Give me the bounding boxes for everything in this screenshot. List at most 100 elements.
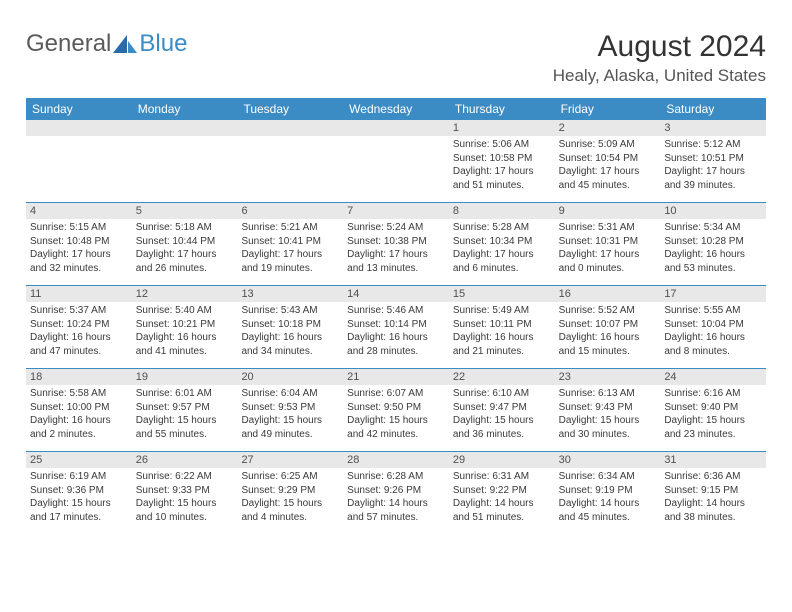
daylight-text: Daylight: 14 hours and 51 minutes. <box>453 497 551 524</box>
sunrise-text: Sunrise: 5:46 AM <box>347 304 445 318</box>
day-cell: 28Sunrise: 6:28 AMSunset: 9:26 PMDayligh… <box>343 452 449 534</box>
day-number: 18 <box>26 369 132 385</box>
day-cell: 3Sunrise: 5:12 AMSunset: 10:51 PMDayligh… <box>660 120 766 202</box>
day-number: 2 <box>555 120 661 136</box>
day-cell: 27Sunrise: 6:25 AMSunset: 9:29 PMDayligh… <box>237 452 343 534</box>
daylight-text: Daylight: 15 hours and 30 minutes. <box>559 414 657 441</box>
day-content: Sunrise: 6:07 AMSunset: 9:50 PMDaylight:… <box>343 385 449 445</box>
day-number: 1 <box>449 120 555 136</box>
day-number <box>26 120 132 136</box>
daylight-text: Daylight: 14 hours and 45 minutes. <box>559 497 657 524</box>
day-content: Sunrise: 6:31 AMSunset: 9:22 PMDaylight:… <box>449 468 555 528</box>
sunset-text: Sunset: 10:00 PM <box>30 401 128 415</box>
logo-text-2: Blue <box>139 30 187 58</box>
day-content: Sunrise: 6:01 AMSunset: 9:57 PMDaylight:… <box>132 385 238 445</box>
sunrise-text: Sunrise: 5:12 AM <box>664 138 762 152</box>
day-cell: 18 Sunrise: 5:58 AMSunset: 10:00 PMDaylig… <box>26 369 132 451</box>
day-number: 16 <box>555 286 661 302</box>
sunrise-text: Sunrise: 6:07 AM <box>347 387 445 401</box>
day-number: 17 <box>660 286 766 302</box>
sunrise-text: Sunrise: 6:16 AM <box>664 387 762 401</box>
sunrise-text: Sunrise: 5:43 AM <box>241 304 339 318</box>
day-cell: 30Sunrise: 6:34 AMSunset: 9:19 PMDayligh… <box>555 452 661 534</box>
sunrise-text: Sunrise: 5:09 AM <box>559 138 657 152</box>
week-row: 11Sunrise: 5:37 AMSunset: 10:24 PMDaylig… <box>26 285 766 368</box>
logo: General Blue <box>26 30 187 58</box>
day-number <box>237 120 343 136</box>
day-header-cell: Monday <box>132 98 238 120</box>
week-row: 4Sunrise: 5:15 AMSunset: 10:48 PMDayligh… <box>26 202 766 285</box>
sunset-text: Sunset: 9:29 PM <box>241 484 339 498</box>
weeks-container: 1Sunrise: 5:06 AMSunset: 10:58 PMDayligh… <box>26 120 766 534</box>
day-cell: 15Sunrise: 5:49 AMSunset: 10:11 PMDaylig… <box>449 286 555 368</box>
sunrise-text: Sunrise: 6:04 AM <box>241 387 339 401</box>
day-content: Sunrise: 5:24 AMSunset: 10:38 PMDaylight… <box>343 219 449 279</box>
day-content: Sunrise: 6:13 AMSunset: 9:43 PMDaylight:… <box>555 385 661 445</box>
day-content: Sunrise: 6:16 AMSunset: 9:40 PMDaylight:… <box>660 385 766 445</box>
day-cell: 8Sunrise: 5:28 AMSunset: 10:34 PMDayligh… <box>449 203 555 285</box>
day-cell: 11Sunrise: 5:37 AMSunset: 10:24 PMDaylig… <box>26 286 132 368</box>
title-block: August 2024 Healy, Alaska, United States <box>553 30 766 86</box>
sunrise-text: Sunrise: 5:15 AM <box>30 221 128 235</box>
sunset-text: Sunset: 10:51 PM <box>664 152 762 166</box>
day-number: 31 <box>660 452 766 468</box>
calendar: SundayMondayTuesdayWednesdayThursdayFrid… <box>26 98 766 534</box>
day-content: Sunrise: 5:12 AMSunset: 10:51 PMDaylight… <box>660 136 766 196</box>
day-content: Sunrise: 5:31 AMSunset: 10:31 PMDaylight… <box>555 219 661 279</box>
daylight-text: Daylight: 16 hours and 53 minutes. <box>664 248 762 275</box>
day-content: Sunrise: 5:15 AMSunset: 10:48 PMDaylight… <box>26 219 132 279</box>
sunrise-text: Sunrise: 5:49 AM <box>453 304 551 318</box>
daylight-text: Daylight: 17 hours and 32 minutes. <box>30 248 128 275</box>
sunrise-text: Sunrise: 6:22 AM <box>136 470 234 484</box>
day-cell: 9Sunrise: 5:31 AMSunset: 10:31 PMDayligh… <box>555 203 661 285</box>
day-content: Sunrise: 5:55 AMSunset: 10:04 PMDaylight… <box>660 302 766 362</box>
day-cell: 19Sunrise: 6:01 AMSunset: 9:57 PMDayligh… <box>132 369 238 451</box>
day-number <box>132 120 238 136</box>
daylight-text: Daylight: 15 hours and 17 minutes. <box>30 497 128 524</box>
sunrise-text: Sunrise: 5:34 AM <box>664 221 762 235</box>
day-content: Sunrise: 5:18 AMSunset: 10:44 PMDaylight… <box>132 219 238 279</box>
day-number: 9 <box>555 203 661 219</box>
day-content: Sunrise: 5:28 AMSunset: 10:34 PMDaylight… <box>449 219 555 279</box>
sunset-text: Sunset: 10:34 PM <box>453 235 551 249</box>
day-cell: 21Sunrise: 6:07 AMSunset: 9:50 PMDayligh… <box>343 369 449 451</box>
sunset-text: Sunset: 9:57 PM <box>136 401 234 415</box>
day-cell <box>132 120 238 202</box>
day-cell: 12Sunrise: 5:40 AMSunset: 10:21 PMDaylig… <box>132 286 238 368</box>
sunrise-text: Sunrise: 5:58 AM <box>30 387 128 401</box>
sunset-text: Sunset: 10:54 PM <box>559 152 657 166</box>
daylight-text: Daylight: 15 hours and 23 minutes. <box>664 414 762 441</box>
day-cell: 16Sunrise: 5:52 AMSunset: 10:07 PMDaylig… <box>555 286 661 368</box>
daylight-text: Daylight: 15 hours and 42 minutes. <box>347 414 445 441</box>
sunset-text: Sunset: 9:19 PM <box>559 484 657 498</box>
day-cell: 10Sunrise: 5:34 AMSunset: 10:28 PMDaylig… <box>660 203 766 285</box>
day-cell: 31Sunrise: 6:36 AMSunset: 9:15 PMDayligh… <box>660 452 766 534</box>
day-number: 6 <box>237 203 343 219</box>
sunset-text: Sunset: 10:21 PM <box>136 318 234 332</box>
day-header-cell: Friday <box>555 98 661 120</box>
sunrise-text: Sunrise: 5:18 AM <box>136 221 234 235</box>
day-header-cell: Wednesday <box>343 98 449 120</box>
day-cell: 29Sunrise: 6:31 AMSunset: 9:22 PMDayligh… <box>449 452 555 534</box>
day-cell: 23Sunrise: 6:13 AMSunset: 9:43 PMDayligh… <box>555 369 661 451</box>
day-number: 12 <box>132 286 238 302</box>
day-content: Sunrise: 6:36 AMSunset: 9:15 PMDaylight:… <box>660 468 766 528</box>
daylight-text: Daylight: 16 hours and 21 minutes. <box>453 331 551 358</box>
sunset-text: Sunset: 10:44 PM <box>136 235 234 249</box>
day-number: 13 <box>237 286 343 302</box>
day-content: Sunrise: 5:37 AMSunset: 10:24 PMDaylight… <box>26 302 132 362</box>
daylight-text: Daylight: 16 hours and 47 minutes. <box>30 331 128 358</box>
sunset-text: Sunset: 9:40 PM <box>664 401 762 415</box>
logo-text-1: General <box>26 30 111 58</box>
sunset-text: Sunset: 10:18 PM <box>241 318 339 332</box>
day-cell: 4Sunrise: 5:15 AMSunset: 10:48 PMDayligh… <box>26 203 132 285</box>
daylight-text: Daylight: 15 hours and 10 minutes. <box>136 497 234 524</box>
day-content: Sunrise: 5:06 AMSunset: 10:58 PMDaylight… <box>449 136 555 196</box>
sunrise-text: Sunrise: 5:40 AM <box>136 304 234 318</box>
day-cell: 7Sunrise: 5:24 AMSunset: 10:38 PMDayligh… <box>343 203 449 285</box>
daylight-text: Daylight: 17 hours and 51 minutes. <box>453 165 551 192</box>
daylight-text: Daylight: 15 hours and 49 minutes. <box>241 414 339 441</box>
sunset-text: Sunset: 10:28 PM <box>664 235 762 249</box>
sunset-text: Sunset: 10:14 PM <box>347 318 445 332</box>
daylight-text: Daylight: 16 hours and 2 minutes. <box>30 414 128 441</box>
